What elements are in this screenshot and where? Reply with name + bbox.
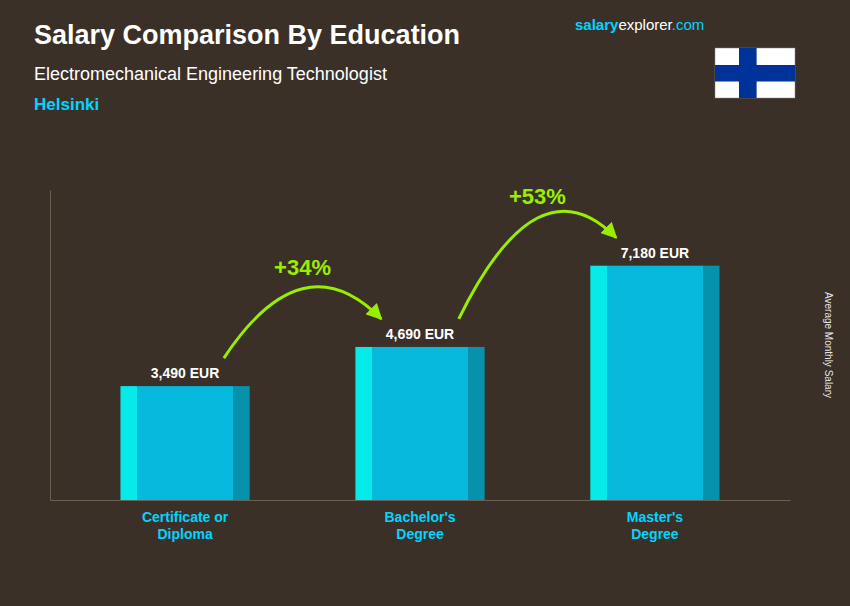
bar xyxy=(355,347,484,500)
y-axis-title: Average Monthly Salary xyxy=(823,292,834,398)
y-axis xyxy=(50,191,51,501)
subtitle-city: Helsinki xyxy=(34,95,99,114)
source-part: salary xyxy=(575,16,619,33)
x-tick-label-line: Certificate or xyxy=(142,509,229,525)
x-tick-label: Certificate orDiploma xyxy=(142,509,229,542)
data-label: 4,690 EUR xyxy=(386,326,454,342)
x-tick-label-line: Degree xyxy=(631,526,679,542)
source-part: .com xyxy=(672,16,705,33)
increase-arrow xyxy=(459,211,616,319)
source: salaryexplorer.com xyxy=(575,16,704,33)
chart-svg: Certificate orDiplomaBachelor'sDegreeMas… xyxy=(0,0,850,606)
title: Salary Comparison By Education xyxy=(34,20,460,50)
flag xyxy=(715,48,795,98)
subtitle: Electromechanical Engineering Technologi… xyxy=(34,64,387,84)
source-part: explorer xyxy=(618,16,672,33)
x-tick-label-line: Bachelor's xyxy=(384,509,455,525)
x-axis: Certificate orDiplomaBachelor'sDegreeMas… xyxy=(51,501,791,542)
data-label: 7,180 EUR xyxy=(621,245,689,261)
background xyxy=(0,0,850,606)
x-tick-label-line: Degree xyxy=(396,526,444,542)
y-axis-line xyxy=(50,191,51,501)
x-tick-label-line: Master's xyxy=(627,509,683,525)
bar xyxy=(590,266,719,500)
increase-arrow xyxy=(224,287,381,358)
flag-field xyxy=(715,48,795,98)
x-tick: Master'sDegree xyxy=(627,509,683,542)
x-tick: Bachelor'sDegree xyxy=(384,509,455,542)
flag-cross-v xyxy=(739,48,757,98)
increase-label: +53% xyxy=(509,184,566,209)
x-tick-label: Bachelor'sDegree xyxy=(384,509,455,542)
x-tick-label: Master'sDegree xyxy=(627,509,683,542)
x-tick: Certificate orDiploma xyxy=(142,509,229,542)
texts: 3,490 EUR 4,690 EUR 7,180 EUR +34% +53% Avera… xyxy=(34,16,834,398)
x-tick-label-line: Diploma xyxy=(157,526,212,542)
bars xyxy=(120,266,719,500)
increase-label: +34% xyxy=(274,255,331,280)
data-label: 3,490 EUR xyxy=(151,365,219,381)
bar xyxy=(120,386,249,500)
x-axis-line xyxy=(51,500,791,501)
